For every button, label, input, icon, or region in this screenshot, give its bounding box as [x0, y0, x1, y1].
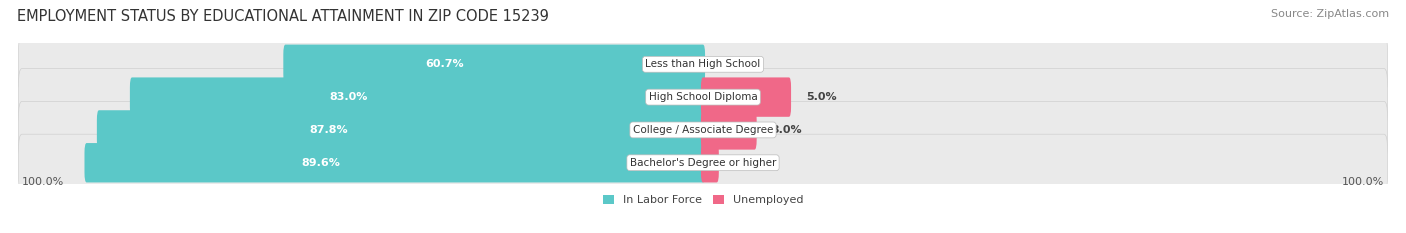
Text: Bachelor's Degree or higher: Bachelor's Degree or higher — [630, 158, 776, 168]
FancyBboxPatch shape — [18, 36, 1388, 93]
Text: EMPLOYMENT STATUS BY EDUCATIONAL ATTAINMENT IN ZIP CODE 15239: EMPLOYMENT STATUS BY EDUCATIONAL ATTAINM… — [17, 9, 548, 24]
Text: 5.0%: 5.0% — [806, 92, 837, 102]
FancyBboxPatch shape — [702, 77, 792, 117]
FancyBboxPatch shape — [18, 134, 1388, 191]
Text: 87.8%: 87.8% — [309, 125, 347, 135]
Text: 60.7%: 60.7% — [425, 59, 464, 69]
Text: College / Associate Degree: College / Associate Degree — [633, 125, 773, 135]
Text: 0.8%: 0.8% — [734, 158, 765, 168]
Text: 89.6%: 89.6% — [301, 158, 340, 168]
Legend: In Labor Force, Unemployed: In Labor Force, Unemployed — [598, 191, 808, 209]
Text: 83.0%: 83.0% — [330, 92, 368, 102]
FancyBboxPatch shape — [284, 45, 704, 84]
FancyBboxPatch shape — [702, 110, 756, 150]
Text: High School Diploma: High School Diploma — [648, 92, 758, 102]
Text: Source: ZipAtlas.com: Source: ZipAtlas.com — [1271, 9, 1389, 19]
FancyBboxPatch shape — [129, 77, 704, 117]
FancyBboxPatch shape — [18, 69, 1388, 126]
Text: 100.0%: 100.0% — [1341, 178, 1384, 187]
Text: 0.0%: 0.0% — [720, 59, 751, 69]
Text: Less than High School: Less than High School — [645, 59, 761, 69]
Text: 3.0%: 3.0% — [772, 125, 803, 135]
FancyBboxPatch shape — [18, 101, 1388, 158]
FancyBboxPatch shape — [84, 143, 704, 182]
FancyBboxPatch shape — [702, 143, 718, 182]
FancyBboxPatch shape — [97, 110, 704, 150]
Text: 100.0%: 100.0% — [22, 178, 65, 187]
